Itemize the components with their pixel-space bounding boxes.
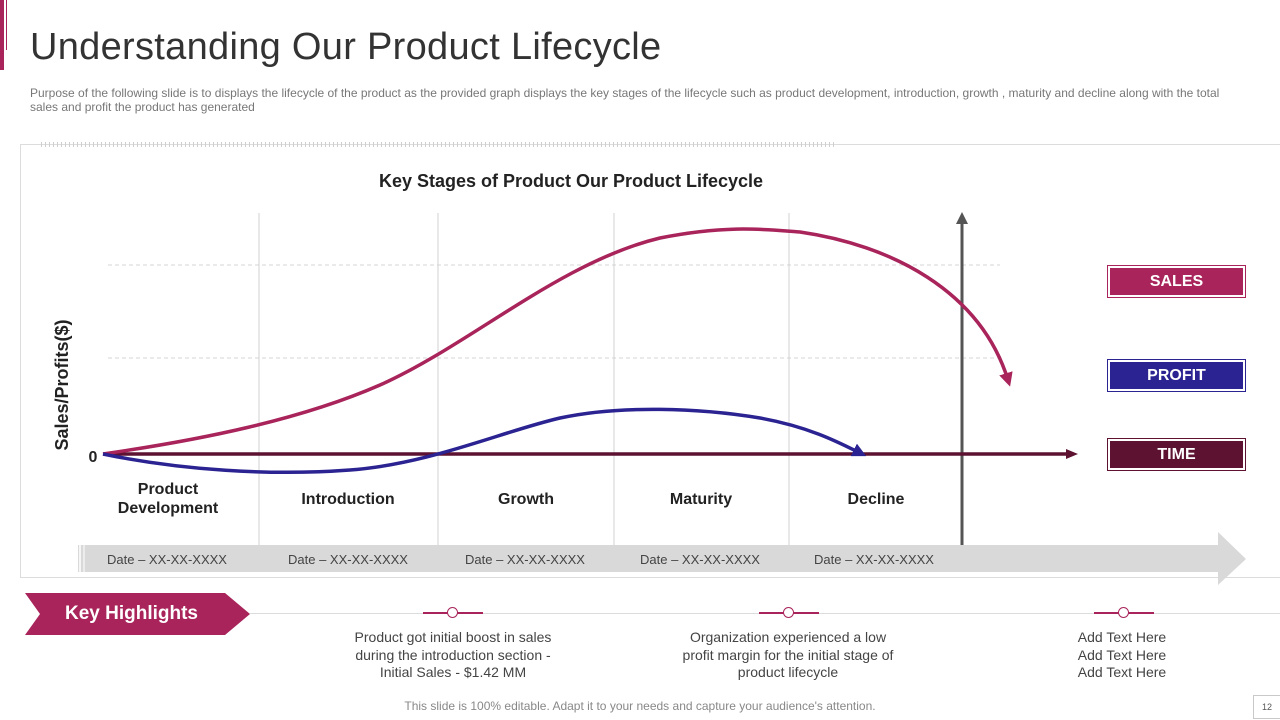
- chart-title: Key Stages of Product Our Product Lifecy…: [379, 171, 763, 191]
- highlight-line: product lifecycle: [737, 664, 839, 680]
- stage-date: Date – XX-XX-XXXX: [465, 552, 585, 567]
- highlight-text-1: Product got initial boost in sales durin…: [328, 629, 578, 682]
- y-axis-label: Sales/Profits($): [52, 319, 72, 450]
- highlight-text-3: Add Text Here Add Text Here Add Text Her…: [997, 629, 1247, 682]
- profit-curve: [102, 407, 867, 475]
- stage-date: Date – XX-XX-XXXX: [814, 552, 934, 567]
- stage-name: Introduction: [301, 491, 394, 508]
- highlight-line: Add Text Here: [1077, 664, 1167, 680]
- stage-name: Development: [118, 500, 219, 517]
- legend-sales: SALES: [1107, 265, 1246, 298]
- highlight-line: profit margin for the initial stage of: [682, 646, 894, 663]
- time-axis-arrowhead: [1066, 449, 1078, 459]
- highlight-marker: [759, 607, 819, 619]
- stage-name: Growth: [498, 491, 554, 508]
- legend-profit: PROFIT: [1107, 359, 1246, 392]
- timeline-bar: [78, 532, 1246, 585]
- stage-date: Date – XX-XX-XXXX: [288, 552, 408, 567]
- stage-name: Maturity: [670, 491, 732, 508]
- highlight-line: during the introduction section -: [355, 646, 551, 663]
- key-highlights-banner: Key Highlights: [25, 593, 250, 635]
- lifecycle-diagram: Key Stages of Product Our Product Lifecy…: [52, 171, 1246, 585]
- page-subtitle: Purpose of the following slide is to dis…: [30, 86, 1220, 114]
- sales-curve: [102, 227, 1013, 456]
- accent-bar: [0, 0, 4, 70]
- highlight-line: Add Text Here: [1077, 629, 1167, 645]
- vertical-axis-arrowhead: [956, 212, 968, 224]
- stage-name: Decline: [848, 491, 905, 508]
- accent-line: [6, 0, 7, 50]
- highlight-line: Initial Sales - $1.42 MM: [379, 664, 527, 680]
- frame-stripe: [41, 142, 836, 147]
- highlight-line: Product got initial boost in sales: [354, 629, 552, 645]
- origin-label: 0: [89, 449, 98, 466]
- legend-time: TIME: [1107, 438, 1246, 471]
- highlight-text-2: Organization experienced a low profit ma…: [663, 629, 913, 682]
- page-title: Understanding Our Product Lifecycle: [30, 26, 662, 68]
- footer-note: This slide is 100% editable. Adapt it to…: [404, 699, 876, 713]
- highlight-marker: [423, 607, 483, 619]
- highlight-line: Organization experienced a low: [689, 629, 887, 645]
- stage-name: Product: [138, 481, 199, 498]
- stage-date: Date – XX-XX-XXXX: [107, 552, 227, 567]
- highlight-marker: [1094, 607, 1154, 619]
- chart-frame: [20, 142, 1280, 578]
- page-number: 12: [1253, 695, 1280, 719]
- highlight-line: Add Text Here: [1077, 646, 1167, 663]
- stage-date: Date – XX-XX-XXXX: [640, 552, 760, 567]
